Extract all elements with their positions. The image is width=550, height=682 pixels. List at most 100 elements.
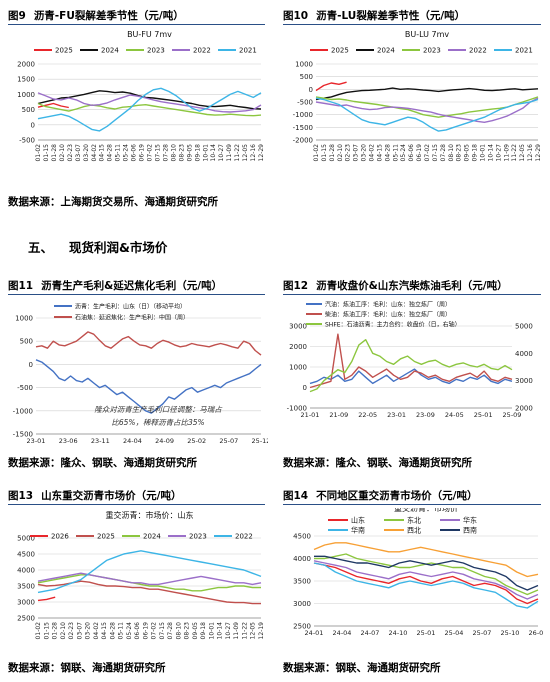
- fig13-source: 数据来源：钢联、海通期货研究所: [8, 662, 166, 674]
- fig10-title: 图10 沥青-LU裂解差季节性（元/吨）: [283, 8, 465, 23]
- section-title: 现货利润&市场价: [69, 240, 168, 255]
- fig14-series-line-2: [313, 560, 539, 600]
- fig13-xtick-label: 03-20: [85, 622, 92, 640]
- fig12-series-line-0: [309, 368, 513, 385]
- section-heading: 五、 现货利润&市场价: [28, 237, 167, 256]
- fig14-xtick-label: 24-07: [361, 629, 380, 637]
- fig14-ytick-label: 4000: [293, 555, 311, 563]
- fig14-xtick-label: 25-04: [445, 629, 464, 637]
- fig13-xtick-label: 10-27: [225, 622, 232, 640]
- fig9-xtick-label: 04-15: [99, 144, 106, 162]
- fig12-xtick-label: 21-09: [329, 411, 348, 419]
- fig12-xtick-label: 23-01: [387, 411, 406, 419]
- fig13-legend-label: 2024: [143, 533, 161, 541]
- fig11-annotation-line: 隆众对沥青生产毛利口径调整：马瑞占: [94, 405, 223, 414]
- fig9-title-text: 沥青-FU裂解差季节性（元/吨）: [33, 10, 184, 22]
- fig10-xtick-label: 04-15: [376, 144, 383, 162]
- fig10-ytick-label: 500: [300, 73, 313, 81]
- fig11-xtick-label: 24-09: [155, 437, 174, 445]
- fig13-xtick-label: 04-02: [93, 622, 100, 640]
- fig10-xtick-label: 04-02: [369, 144, 376, 162]
- fig9-chart-title: BU-FU 7mv: [127, 30, 172, 39]
- fig13-xtick-label: 02-10: [60, 622, 67, 640]
- fig14-ytick-label: 4500: [293, 533, 311, 541]
- fig9-ytick-label: 500: [22, 106, 35, 114]
- fig11-xtick-label: 23-06: [59, 437, 78, 445]
- fig10-xtick-label: 02-23: [345, 144, 352, 162]
- fig9-xtick-label: 08-10: [170, 144, 177, 162]
- fig14-xtick-label: 25-10: [501, 629, 520, 637]
- fig10-series-line-0: [315, 81, 347, 92]
- fig13-xtick-label: 11-09: [233, 622, 240, 640]
- fig10-ytick-label: 0: [309, 86, 313, 94]
- fig10-number: 图10: [283, 10, 309, 22]
- fig9-series-line-3: [37, 92, 262, 113]
- fig9-ytick-label: 2000: [17, 61, 35, 69]
- fig11-title-text: 沥青生产毛利&延迟焦化毛利（元/吨）: [41, 280, 223, 292]
- fig13-xtick-label: 10-14: [217, 622, 224, 640]
- fig11-ytick-label: 0: [29, 361, 33, 369]
- fig9-chart: -500 0 500 1000 1500 2000 01-02 01-15 01-28 02-10…: [17, 30, 265, 162]
- fig12-xtick-label: 21-01: [301, 411, 320, 419]
- fig14-title-rule: [283, 504, 541, 505]
- fig12-title: 图12 沥青收盘价&山东汽柴炼油毛利（元/吨）: [283, 278, 508, 293]
- fig11-series-line-1: [35, 331, 262, 356]
- fig9-series-line-2: [37, 102, 262, 117]
- fig12-title-text: 沥青收盘价&山东汽柴炼油毛利（元/吨）: [316, 280, 508, 292]
- fig14-series-line-4: [313, 542, 539, 578]
- fig14-series-line-5: [314, 555, 539, 591]
- fig12-series-line-1: [309, 333, 513, 389]
- fig11-title: 图11 沥青生产毛利&延迟焦化毛利（元/吨）: [8, 278, 222, 293]
- fig10-xtick-label: 08-23: [456, 144, 463, 162]
- section-number: 五、: [28, 240, 54, 255]
- fig13-xtick-label: 07-28: [167, 622, 174, 640]
- fig14-title-text: 不同地区重交沥青市场价（元/吨）: [316, 490, 478, 502]
- fig10-xtick-label: 07-02: [424, 144, 431, 162]
- fig9-ytick-label: 1500: [17, 76, 35, 84]
- fig9-xtick-label: 10-01: [202, 144, 209, 162]
- fig9-xtick-label: 06-06: [131, 144, 138, 162]
- fig10-xtick-label: 09-18: [472, 144, 479, 162]
- fig9-xtick-label: 02-10: [59, 144, 66, 162]
- fig14-xtick-label: 26-01: [529, 629, 544, 637]
- fig13-xtick-label: 12-19: [258, 622, 265, 640]
- fig10-xtick-label: 02-10: [337, 144, 344, 162]
- fig13-xtick-label: 04-15: [101, 622, 108, 640]
- fig13-series-line-4: [37, 550, 262, 594]
- fig11-annotation-line: 比65%，稀释沥青占比35%: [111, 418, 204, 427]
- fig10-series-line-4: [315, 97, 539, 132]
- fig12-ytick-right-label: 4000: [515, 350, 533, 358]
- fig11-xtick-label: 25-02: [187, 437, 206, 445]
- fig13-xtick-label: 09-18: [200, 622, 207, 640]
- fig13-xtick-label: 12-05: [250, 622, 257, 640]
- fig9-legend-label: 2025: [55, 47, 73, 55]
- fig13-legend-label: 2022: [235, 533, 253, 541]
- fig14-chart: 2500 3000 3500 4000 4500 24-01 24-04 24-07 24-10…: [293, 508, 544, 637]
- fig10-xtick-label: 01-28: [329, 144, 336, 162]
- fig11-xtick-label: 23-01: [27, 437, 46, 445]
- fig10-xtick-label: 03-07: [353, 144, 360, 162]
- fig10-xtick-label: 12-05: [519, 144, 526, 162]
- fig9-ytick-label: 1000: [17, 91, 35, 99]
- fig13-title-text: 山东重交沥青市场价（元/吨）: [41, 490, 182, 502]
- fig10-ytick-label: -500: [297, 99, 313, 107]
- fig10-xtick-label: 08-10: [448, 144, 455, 162]
- fig9-xtick-label: 06-19: [139, 144, 146, 162]
- fig9-xtick-label: 07-02: [147, 144, 154, 162]
- fig14-number: 图14: [283, 490, 309, 502]
- fig9-xtick-label: 07-28: [162, 144, 169, 162]
- fig9-xtick-label: 12-29: [258, 144, 265, 162]
- fig9-xtick-label: 09-18: [194, 144, 201, 162]
- fig11-xtick-label: 25-12: [252, 437, 268, 445]
- fig9-xtick-label: 05-11: [115, 144, 122, 162]
- fig10-xtick-label: 05-11: [392, 144, 399, 162]
- fig10-xtick-label: 06-19: [416, 144, 423, 162]
- fig9-ytick-label: -500: [19, 137, 35, 145]
- fig9-title: 图9 沥青-FU裂解差季节性（元/吨）: [8, 8, 184, 23]
- fig10-chart: -2000 -1500 -1000 -500 0 500 1000 01-02 01-15 01-…: [293, 30, 542, 162]
- fig9-series-line-1: [37, 90, 262, 110]
- fig11-chart: -1500 -1000 -500 0 500 1000 23-01 23-06 23-11 24-…: [13, 303, 268, 446]
- fig13-ytick-label: 3500: [17, 583, 35, 591]
- fig14-ytick-label: 2500: [293, 623, 311, 631]
- fig9-xtick-label: 01-28: [51, 144, 58, 162]
